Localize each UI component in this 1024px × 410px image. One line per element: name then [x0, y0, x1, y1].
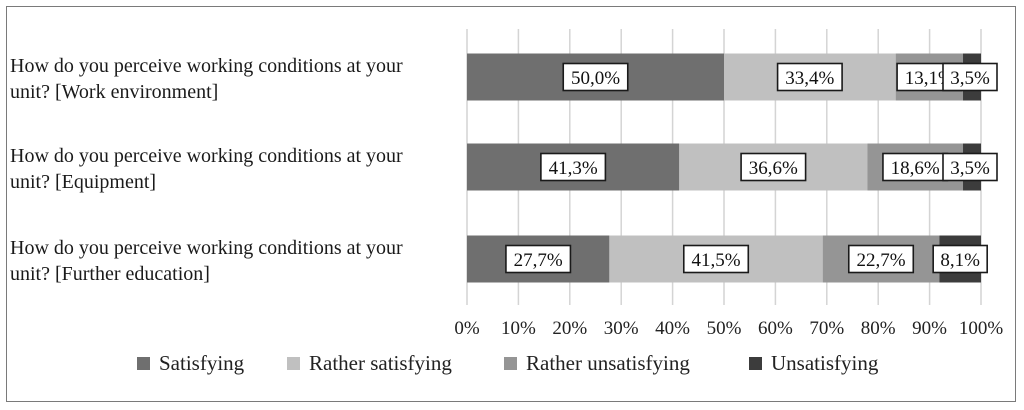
category-label: unit? [Further education] — [10, 263, 210, 285]
data-label-box — [847, 244, 915, 274]
legend-swatch-rather-satisfying — [287, 357, 300, 370]
legend-item-satisfying: Satisfying — [159, 351, 245, 375]
legend-swatch-satisfying — [137, 357, 150, 370]
category-label: unit? [Work environment] — [10, 81, 218, 103]
data-label: 8,1% — [940, 250, 980, 271]
legend: Satisfying Rather satisfying Rather unsati… — [137, 351, 879, 375]
x-tick-label: 80% — [861, 318, 896, 339]
data-label-box — [776, 62, 843, 92]
data-label: 13,1% — [905, 68, 954, 89]
legend-item-unsatisfying: Unsatisfying — [771, 351, 879, 375]
data-label-box — [740, 152, 807, 182]
data-label-box — [882, 152, 949, 182]
stacked-bar-chart: 50,0% 33,4% 13,1%3,5%41,3% 36,6% 18,6% 3,5%27… — [10, 29, 1003, 375]
legend-item-rather-satisfying: Rather satisfying — [309, 351, 452, 375]
x-tick-label: 100% — [959, 318, 1004, 339]
chart-frame: 50,0% 33,4% 13,1% 3,5% 41,3% 36,6% 18,6% 3,5% 27… — [6, 6, 1016, 402]
category-label: unit? [Equipment] — [10, 171, 156, 193]
x-tick-label: 10% — [501, 318, 536, 339]
data-label-box — [942, 62, 998, 92]
legend-item-rather-unsatisfying: Rather unsatisfying — [526, 351, 690, 375]
data-label: 3,5% — [950, 68, 990, 89]
data-label-box — [505, 244, 572, 274]
legend-swatch-rather-unsatisfying — [504, 357, 517, 370]
legend-swatch-unsatisfying — [749, 357, 762, 370]
data-label-box — [932, 244, 988, 274]
x-tick-label: 60% — [758, 318, 793, 339]
data-label: 36,6% — [749, 158, 798, 179]
data-label: 3,5% — [950, 158, 990, 179]
x-tick-label: 20% — [552, 318, 587, 339]
category-label: How do you perceive working conditions a… — [10, 237, 403, 259]
data-label: 18,6% — [891, 158, 940, 179]
data-label: 41,5% — [691, 250, 740, 271]
category-labels: How do you perceive working conditions a… — [10, 55, 403, 285]
data-label-box — [562, 62, 629, 92]
x-tick-label: 50% — [707, 318, 742, 339]
x-axis-ticks: 0% 10% 20% 30% 40% 50% 60% 70% 80% 90% 100% — [454, 318, 1003, 339]
data-label: 22,7% — [856, 250, 905, 271]
x-tick-label: 70% — [809, 318, 844, 339]
x-tick-label: 0% — [454, 318, 480, 339]
data-labels: 50,0% 33,4% 13,1%3,5%41,3% 36,6% 18,6% 3,5%27… — [505, 62, 998, 274]
data-label: 50,0% — [571, 68, 620, 89]
data-label-box — [682, 244, 750, 274]
x-tick-label: 30% — [604, 318, 639, 339]
category-label: How do you perceive working conditions a… — [10, 55, 403, 77]
x-tick-label: 40% — [655, 318, 690, 339]
x-tick-label: 90% — [912, 318, 947, 339]
data-label: 33,4% — [785, 68, 834, 89]
category-label: How do you perceive working conditions a… — [10, 145, 403, 167]
data-label-box — [540, 152, 607, 182]
data-label: 41,3% — [549, 158, 598, 179]
data-label: 27,7% — [514, 250, 563, 271]
data-label-box — [942, 152, 998, 182]
